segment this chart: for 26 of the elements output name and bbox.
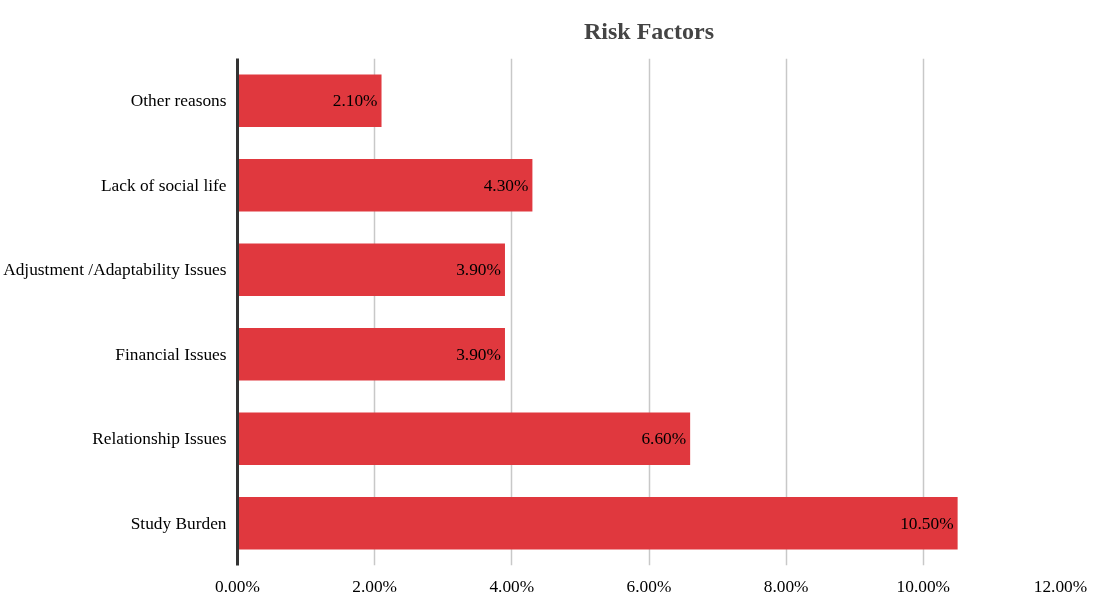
x-tick-label: 6.00%: [626, 576, 672, 596]
data-label: 10.50%: [900, 513, 954, 533]
x-tick-label: 0.00%: [215, 576, 260, 596]
y-tick-label: Study Burden: [130, 513, 227, 533]
x-tick-label: 4.00%: [489, 576, 535, 596]
y-tick-label: Relationship Issues: [92, 429, 227, 449]
x-tick-label: 2.00%: [352, 576, 398, 596]
chart-title: Risk Factors: [584, 17, 714, 44]
bar: [237, 74, 382, 127]
bar: [237, 412, 691, 465]
data-label: 6.60%: [641, 429, 687, 449]
bar: [237, 328, 505, 381]
x-tick-label: 8.00%: [763, 576, 809, 596]
x-tick-label: 12.00%: [1033, 576, 1088, 596]
data-label: 3.90%: [456, 344, 501, 364]
x-tick-label: 10.00%: [896, 576, 951, 596]
y-tick-label: Financial Issues: [115, 344, 227, 364]
y-tick-label: Lack of social life: [100, 175, 227, 195]
y-tick-label: Adjustment /Adaptability Issues: [3, 260, 227, 280]
y-tick-label: Other reasons: [130, 91, 227, 111]
data-label: 4.30%: [483, 175, 529, 195]
bar: [237, 497, 958, 550]
data-label: 3.90%: [456, 260, 501, 280]
bar: [237, 159, 533, 212]
data-label: 2.10%: [332, 91, 378, 111]
bar: [237, 243, 505, 296]
